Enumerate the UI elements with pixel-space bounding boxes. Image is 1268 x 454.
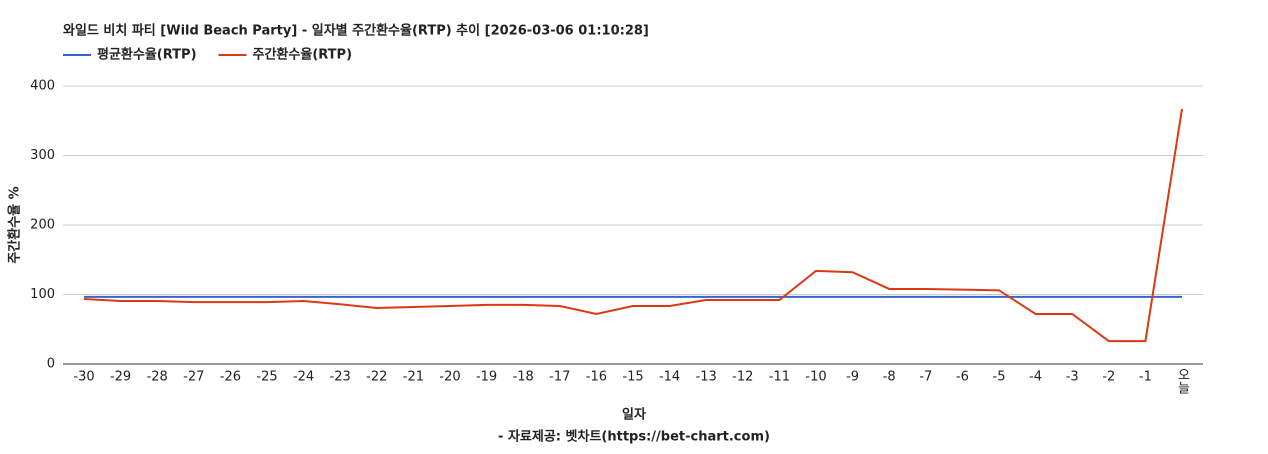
x-tick-label: -14 [659, 370, 680, 385]
x-tick-label: -2 [1102, 370, 1115, 385]
x-axis-title: 일자 [622, 408, 646, 423]
legend-label: 주간환수율(RTP) [253, 47, 353, 63]
x-tick-label: -13 [696, 370, 717, 385]
x-tick-label: -9 [846, 370, 859, 385]
x-tick-label: -29 [110, 370, 131, 385]
x-tick-label: -16 [586, 370, 607, 385]
source-note: - 자료제공: 벳차트(https://bet-chart.com) [498, 429, 770, 445]
y-tick-label: 300 [30, 148, 55, 163]
x-tick-label: -25 [256, 370, 277, 385]
x-tick-label: -22 [366, 370, 387, 385]
x-tick-label: -11 [769, 370, 790, 385]
x-tick-label: -7 [919, 370, 932, 385]
y-tick-label: 400 [30, 79, 55, 94]
x-tick-label: -21 [403, 370, 424, 385]
x-tick-label: -5 [993, 370, 1006, 385]
y-tick-label: 0 [47, 357, 55, 372]
series-line [83, 108, 1183, 343]
x-tick-label: -6 [956, 370, 969, 385]
x-tick-label: -8 [883, 370, 896, 385]
y-axis-title: 주간환수율 % [7, 186, 23, 263]
x-tick-label: 오늘 [1175, 368, 1190, 394]
x-tick-label: -26 [220, 370, 241, 385]
x-tick-label: -28 [147, 370, 168, 385]
x-tick-label: -20 [439, 370, 460, 385]
x-tick-label: -27 [183, 370, 204, 385]
x-tick-label: -19 [476, 370, 497, 385]
x-tick-label: -15 [622, 370, 643, 385]
x-tick-label: -12 [732, 370, 753, 385]
x-tick-label: -3 [1066, 370, 1079, 385]
x-tick-label: -18 [513, 370, 534, 385]
x-tick-label: -30 [73, 370, 94, 385]
legend-label: 평균환수율(RTP) [97, 47, 197, 63]
x-tick-label: -4 [1029, 370, 1042, 385]
x-tick-label: -17 [549, 370, 570, 385]
x-tick-label: -1 [1139, 370, 1152, 385]
y-tick-label: 200 [30, 218, 55, 233]
chart-title: 와일드 비치 파티 [Wild Beach Party] - 일자별 주간환수율… [63, 23, 649, 39]
x-tick-label: -23 [330, 370, 351, 385]
x-tick-label: -24 [293, 370, 314, 385]
y-tick-label: 100 [30, 287, 55, 302]
x-tick-label: -10 [805, 370, 826, 385]
